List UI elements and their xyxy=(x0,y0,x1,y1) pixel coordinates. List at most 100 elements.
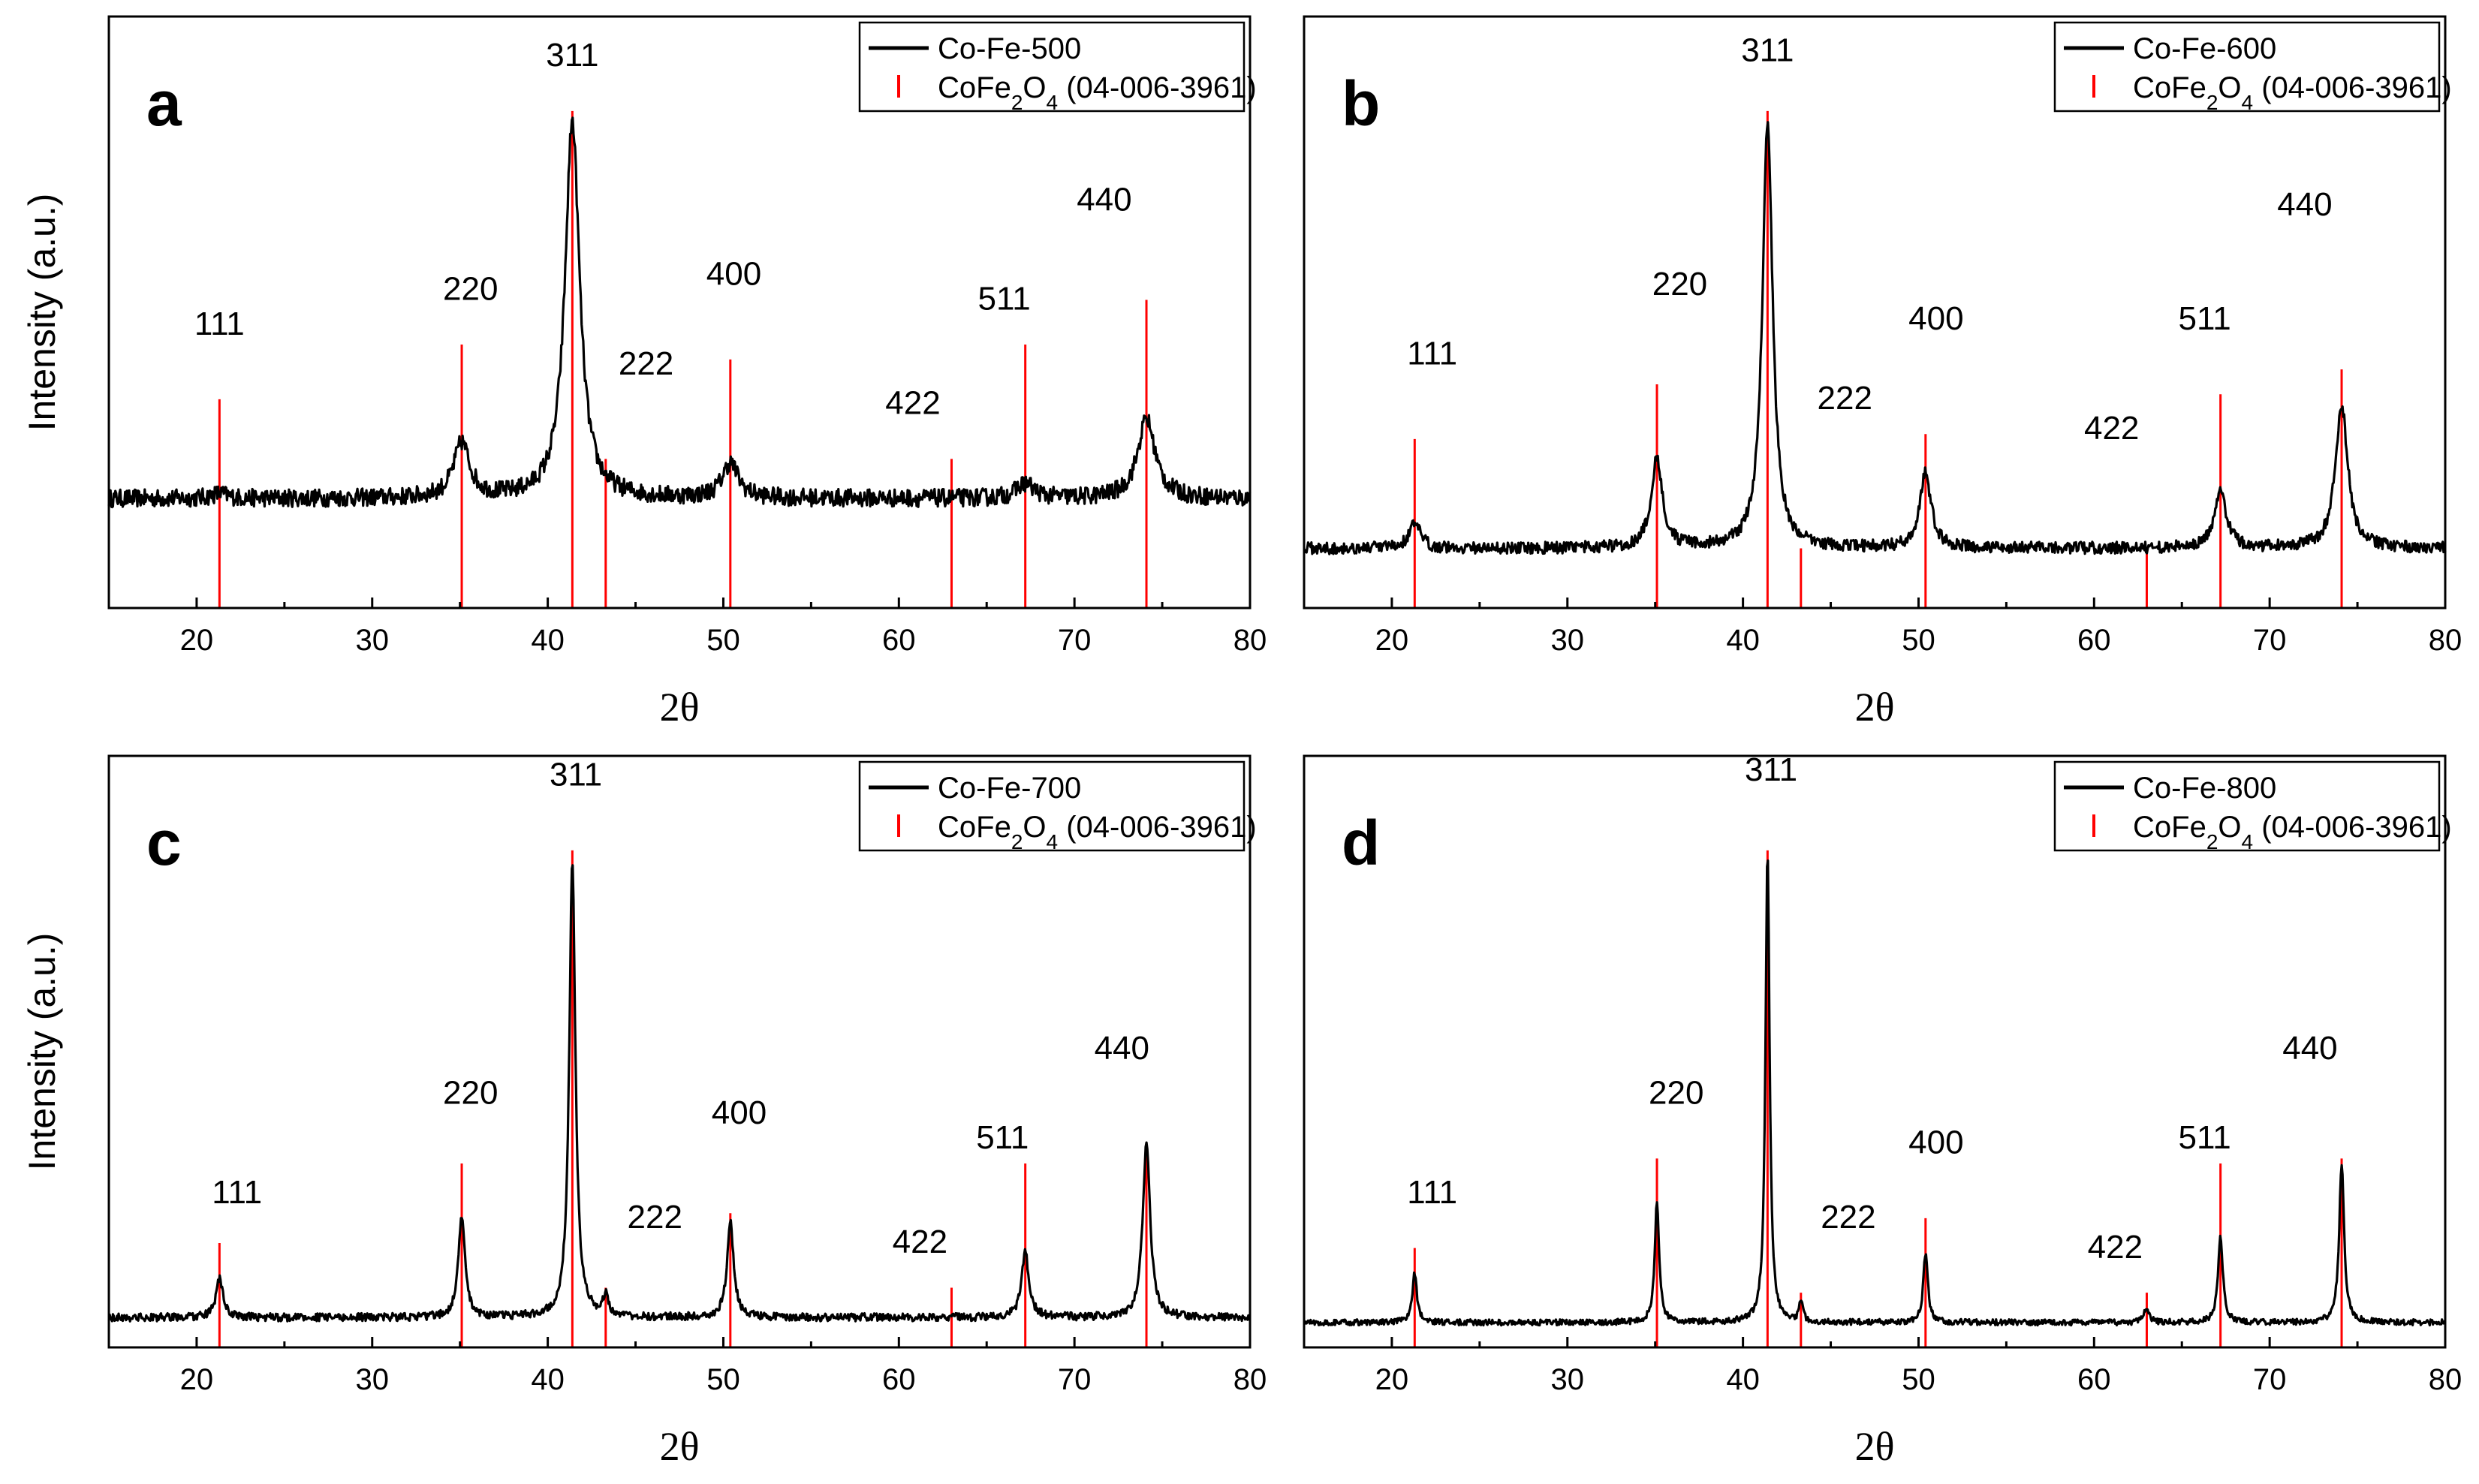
legend-box xyxy=(2053,760,2441,852)
legend-reference-label: CoFe2O4 (04-006-3961) xyxy=(2133,811,2452,853)
x-tick-label: 30 xyxy=(356,1363,390,1396)
panel-b: 20 30 40 50 60 70 80 2θ b 111 220 311 222 400 422 511 44… xyxy=(1303,15,2462,730)
x-tick-label: 40 xyxy=(1726,1363,1760,1396)
y-axis-label: Intensity (a.u.) xyxy=(21,194,63,432)
x-tick-label: 60 xyxy=(2077,624,2111,657)
x-tick-label: 50 xyxy=(706,624,740,657)
pattern-line-co-fe-500 xyxy=(107,116,1252,509)
peak-label-422: 422 xyxy=(893,1224,947,1260)
legend-reference-label: CoFe2O4 (04-006-3961) xyxy=(938,811,1257,853)
peak-label-440: 440 xyxy=(1095,1030,1149,1067)
x-tick-label: 40 xyxy=(1726,624,1760,657)
legend-pattern-label: Co-Fe-500 xyxy=(938,32,1081,65)
plot-frame xyxy=(1303,15,2447,610)
x-tick-label: 30 xyxy=(1551,1363,1585,1396)
peak-label-222: 222 xyxy=(619,345,673,382)
pattern-line-co-fe-600 xyxy=(1303,121,2447,555)
x-tick-label: 40 xyxy=(531,1363,565,1396)
peak-label-440: 440 xyxy=(1077,181,1131,218)
panel-d: 20 30 40 50 60 70 80 2θ d 111 220 311 222 400 422 511 44… xyxy=(1303,751,2462,1469)
peak-label-511: 511 xyxy=(976,1119,1029,1156)
x-tick-label: 50 xyxy=(1902,1363,1935,1396)
peak-label-511: 511 xyxy=(2179,1119,2231,1156)
legend-reference-label: CoFe2O4 (04-006-3961) xyxy=(938,71,1257,114)
x-tick-label: 70 xyxy=(2253,624,2287,657)
plot-frame xyxy=(107,754,1252,1349)
x-tick-label: 70 xyxy=(1058,1363,1092,1396)
x-tick-label: 60 xyxy=(882,1363,916,1396)
legend-reference-label: CoFe2O4 (04-006-3961) xyxy=(2133,71,2452,114)
peak-label-511: 511 xyxy=(2179,300,2231,337)
peak-label-311: 311 xyxy=(550,757,602,793)
peak-label-220: 220 xyxy=(443,270,498,307)
plot-frame xyxy=(1303,754,2447,1349)
x-tick-label: 40 xyxy=(531,624,565,657)
x-axis-label: 2θ xyxy=(660,1424,700,1469)
peak-label-111: 111 xyxy=(194,306,245,342)
peak-label-400: 400 xyxy=(1908,300,1963,337)
legend: Co-Fe-800 CoFe2O4 (04-006-3961) xyxy=(2053,760,2452,853)
panel-letter: d xyxy=(1342,808,1380,878)
panel-a: 20 30 40 50 60 70 80 2θ Intensity (a.u.) a 111 220 3… xyxy=(21,15,1267,730)
legend: Co-Fe-700 CoFe2O4 (04-006-3961) xyxy=(858,760,1257,853)
x-tick-label: 30 xyxy=(356,624,390,657)
x-axis-label: 2θ xyxy=(660,685,700,730)
pattern-line-co-fe-700 xyxy=(107,864,1252,1323)
legend-pattern-label: Co-Fe-600 xyxy=(2133,32,2276,65)
x-tick-label: 50 xyxy=(1902,624,1935,657)
panel-letter: c xyxy=(146,808,182,878)
x-tick-label: 20 xyxy=(180,1363,214,1396)
x-tick-label: 20 xyxy=(180,624,214,657)
x-tick-label: 70 xyxy=(2253,1363,2287,1396)
peak-label-222: 222 xyxy=(1821,1199,1875,1236)
peak-label-220: 220 xyxy=(1652,266,1707,303)
panel-letter: b xyxy=(1342,68,1380,139)
x-axis-label: 2θ xyxy=(1855,685,1895,730)
x-tick-label: 80 xyxy=(2429,1363,2462,1396)
legend-box xyxy=(2053,21,2441,113)
peak-label-422: 422 xyxy=(2084,410,2139,447)
panel-letter: a xyxy=(146,68,182,139)
legend: Co-Fe-600 CoFe2O4 (04-006-3961) xyxy=(2053,21,2452,114)
peak-label-440: 440 xyxy=(2277,186,2332,223)
y-axis-label: Intensity (a.u.) xyxy=(21,933,63,1171)
peak-label-400: 400 xyxy=(706,256,761,293)
x-tick-label: 60 xyxy=(882,624,916,657)
panel-c: 20 30 40 50 60 70 80 2θ Intensity (a.u.) c 111 220 3… xyxy=(21,754,1267,1469)
peak-label-111: 111 xyxy=(212,1174,262,1211)
peak-label-311: 311 xyxy=(1745,751,1797,788)
plot-frame xyxy=(107,15,1252,610)
peak-label-311: 311 xyxy=(1741,32,1794,69)
legend-pattern-label: Co-Fe-800 xyxy=(2133,772,2276,805)
peak-label-220: 220 xyxy=(1649,1075,1703,1112)
x-axis-label: 2θ xyxy=(1855,1424,1895,1469)
x-tick-label: 50 xyxy=(706,1363,740,1396)
peak-label-111: 111 xyxy=(1407,336,1457,372)
peak-label-511: 511 xyxy=(978,281,1031,318)
peak-label-111: 111 xyxy=(1407,1174,1457,1211)
peak-label-422: 422 xyxy=(2088,1229,2143,1266)
pattern-line-co-fe-800 xyxy=(1303,859,2447,1327)
peak-label-222: 222 xyxy=(1818,380,1872,417)
x-tick-label: 60 xyxy=(2077,1363,2111,1396)
peak-label-422: 422 xyxy=(885,385,940,422)
legend-box xyxy=(858,760,1246,852)
legend-pattern-label: Co-Fe-700 xyxy=(938,772,1081,805)
x-tick-label: 80 xyxy=(1233,1363,1267,1396)
peak-label-400: 400 xyxy=(712,1094,767,1131)
x-tick-label: 20 xyxy=(1375,1363,1409,1396)
legend-box xyxy=(858,21,1246,113)
x-tick-label: 20 xyxy=(1375,624,1409,657)
x-tick-label: 70 xyxy=(1058,624,1092,657)
peak-label-222: 222 xyxy=(628,1199,682,1236)
x-tick-label: 80 xyxy=(1233,624,1267,657)
peak-label-440: 440 xyxy=(2282,1030,2337,1067)
x-tick-label: 30 xyxy=(1551,624,1585,657)
peak-label-311: 311 xyxy=(546,37,598,74)
legend: Co-Fe-500 CoFe2O4 (04-006-3961) xyxy=(858,21,1257,114)
x-tick-label: 80 xyxy=(2429,624,2462,657)
peak-label-220: 220 xyxy=(443,1075,498,1112)
peak-label-400: 400 xyxy=(1908,1124,1963,1161)
